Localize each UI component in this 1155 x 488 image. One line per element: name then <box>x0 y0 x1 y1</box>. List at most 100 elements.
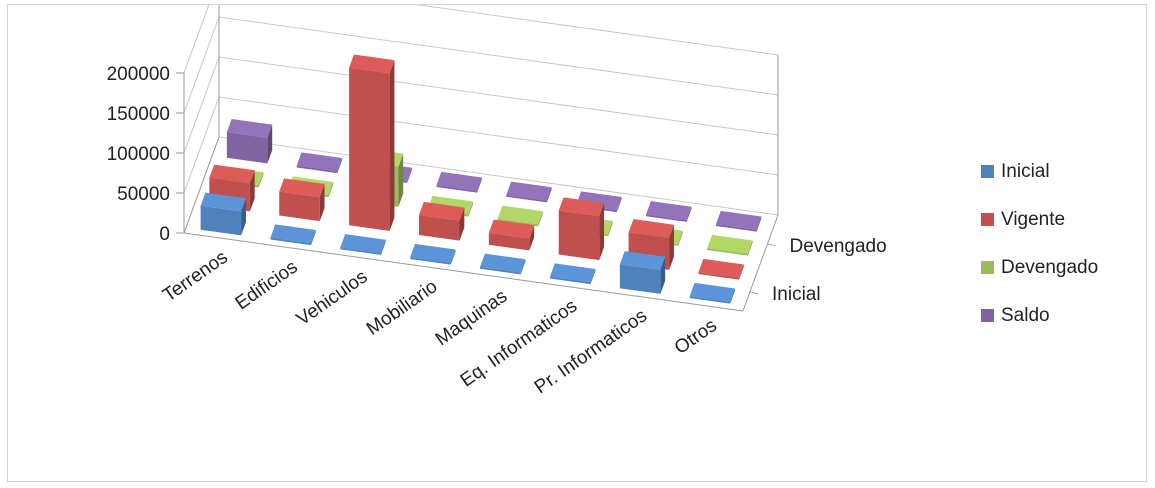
bar <box>715 210 762 232</box>
bar-side <box>616 197 622 213</box>
bar-side <box>520 259 526 275</box>
y-tick-label: 0 <box>159 224 170 245</box>
bar-side <box>249 170 255 212</box>
bar <box>480 253 526 275</box>
bar <box>549 263 596 285</box>
axis-line <box>183 232 744 312</box>
bar-side <box>538 211 543 227</box>
gridline <box>183 0 779 74</box>
bar-side <box>241 198 246 236</box>
legend-label: Vigente <box>1001 209 1065 230</box>
y-axis-ticks: 0 50000 100000 150000 200000 <box>107 64 184 245</box>
bar-top <box>497 205 543 225</box>
bar-front <box>436 185 478 193</box>
bar-side <box>468 201 474 217</box>
bar-top <box>436 171 482 191</box>
bar-front <box>340 247 381 255</box>
x-tick-label: Edificios <box>232 257 302 315</box>
bar <box>436 171 482 193</box>
bar-front <box>296 165 338 174</box>
bar <box>200 192 246 236</box>
bar-side <box>590 269 596 285</box>
bar <box>270 224 316 246</box>
legend-swatch <box>981 309 994 322</box>
bar-side <box>546 187 552 203</box>
bar-front <box>200 205 242 236</box>
gridline <box>183 136 779 234</box>
legend: Inicial Vigente Devengado Saldo <box>981 161 1098 326</box>
series-tick-mark <box>767 243 776 247</box>
legend-swatch <box>981 165 994 178</box>
bar-side <box>669 224 674 270</box>
legend-label: Inicial <box>1001 161 1050 182</box>
bar-top <box>506 181 552 201</box>
bar-front <box>506 194 547 203</box>
series-axis-ticks: Inicial Devengado <box>749 236 887 305</box>
bar-top <box>646 201 692 221</box>
legend-swatch <box>981 213 994 226</box>
y-tick-label: 100000 <box>107 144 170 165</box>
bar <box>646 201 692 222</box>
series-axis-label: Inicial <box>772 284 821 305</box>
bar-front <box>488 232 530 251</box>
bar-top <box>689 282 736 302</box>
bar-side <box>608 221 613 237</box>
bar-top <box>715 210 762 230</box>
bar <box>340 234 386 255</box>
x-tick-label: Terrenos <box>159 247 232 307</box>
bar-top <box>270 224 316 244</box>
series-tick-mark <box>749 291 759 295</box>
bar-side <box>477 177 482 193</box>
bar <box>349 54 395 231</box>
bar-side <box>258 172 264 188</box>
legend-label: Saldo <box>1001 305 1050 326</box>
y-tick-label: 200000 <box>107 64 170 85</box>
bar-side <box>450 249 456 265</box>
bar-side <box>389 60 395 231</box>
bar-top <box>619 251 666 270</box>
bar-front <box>418 215 460 241</box>
bar-side <box>337 158 343 174</box>
bar-top <box>209 164 255 184</box>
bar-front <box>270 237 312 246</box>
bar <box>279 178 325 222</box>
bar-side <box>677 230 683 246</box>
bar-top <box>488 219 535 239</box>
bar-front <box>480 266 521 275</box>
bar-front <box>349 67 390 231</box>
bar-side <box>380 239 386 255</box>
bar-top <box>418 201 465 221</box>
legend-swatch <box>981 261 994 274</box>
bar-side <box>730 288 736 304</box>
bar-front <box>698 272 740 280</box>
bar-top <box>549 263 596 283</box>
series-axis-label: Devengado <box>790 236 887 257</box>
bar-top <box>558 197 605 217</box>
bar-top <box>707 234 753 254</box>
bar-side <box>459 207 465 241</box>
bar-side <box>660 256 666 294</box>
bar-front <box>689 296 731 304</box>
bar-top <box>628 219 674 238</box>
x-tick-label: Maquinas <box>432 286 512 350</box>
bar-side <box>267 124 273 164</box>
bar-top <box>480 253 526 273</box>
bars <box>200 54 762 304</box>
bar-front <box>558 210 600 261</box>
bar <box>488 219 535 251</box>
bar-top <box>340 234 386 254</box>
axis-line <box>183 136 220 234</box>
bar-front <box>279 191 320 222</box>
axis-line <box>742 214 779 312</box>
bar-side <box>739 264 744 280</box>
bar-side <box>747 240 753 256</box>
x-tick-label: Mobiliario <box>363 276 442 340</box>
chart-frame: 0 50000 100000 150000 200000 Terrenos Edifici… <box>7 0 1147 482</box>
bar <box>410 243 456 265</box>
y-tick-label: 50000 <box>117 184 170 205</box>
bar <box>506 181 552 203</box>
bar-side <box>756 216 762 232</box>
bar-front <box>619 264 661 294</box>
bar-side <box>319 183 325 222</box>
bar <box>707 234 753 256</box>
